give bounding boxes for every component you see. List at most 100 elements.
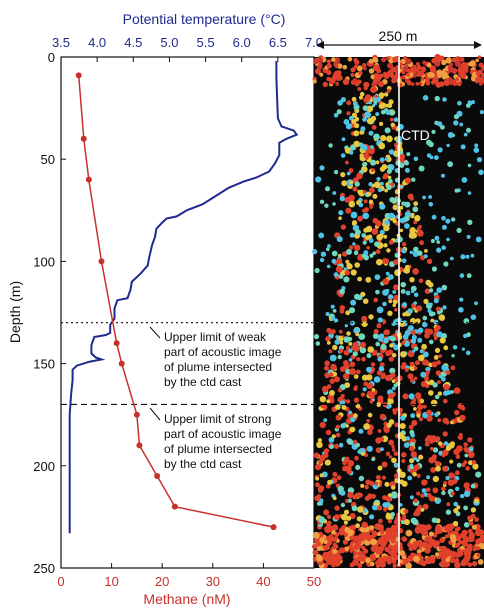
acoustic-echo-dot [424,536,430,542]
acoustic-echo-dot [420,381,427,388]
acoustic-echo-dot [453,120,459,126]
acoustic-echo-dot [351,119,357,125]
acoustic-echo-dot [454,543,460,548]
acoustic-echo-dot [389,533,397,541]
acoustic-echo-dot [376,402,381,407]
acoustic-echo-dot [451,57,457,63]
acoustic-echo-dot [353,140,361,148]
acoustic-echo-dot [390,122,395,128]
acoustic-echo-dot [419,398,425,404]
acoustic-echo-dot [401,242,407,247]
annotation-weak-bg [160,329,310,391]
acoustic-echo-dot [432,458,437,463]
acoustic-echo-dot [325,336,331,342]
acoustic-echo-dot [369,394,375,400]
acoustic-echo-dot [318,485,325,492]
top-tick-label: 5.5 [197,35,215,50]
acoustic-echo-dot [401,248,407,254]
acoustic-echo-dot [353,494,358,499]
acoustic-echo-dot [426,415,433,422]
acoustic-echo-dot [369,205,373,209]
acoustic-echo-dot [379,362,385,368]
acoustic-echo-dot [389,117,394,122]
acoustic-echo-dot [338,274,344,279]
acoustic-echo-dot [441,486,446,492]
acoustic-echo-dot [433,336,438,341]
acoustic-echo-dot [335,81,340,86]
acoustic-echo-dot [463,460,468,465]
acoustic-echo-dot [436,331,443,338]
acoustic-echo-dot [463,490,471,498]
acoustic-echo-dot [431,311,436,316]
acoustic-echo-dot [453,508,459,514]
acoustic-echo-dot [325,483,331,489]
acoustic-echo-dot [361,233,367,238]
acoustic-echo-dot [374,75,380,81]
acoustic-echo-dot [466,234,471,239]
acoustic-echo-dot [391,448,396,452]
methane-tick-label: 40 [256,574,270,589]
acoustic-echo-dot [326,63,332,69]
top-axis-ticks: 3.5 4.0 4.5 5.0 5.5 6.0 6.5 7.0 [52,35,323,62]
acoustic-echo-dot [431,129,436,134]
acoustic-echo-dot [391,457,397,464]
acoustic-echo-dot [363,423,370,430]
acoustic-echo-dot [314,495,321,502]
acoustic-echo-dot [431,437,437,443]
acoustic-echo-dot [475,77,481,83]
acoustic-echo-dot [407,475,413,481]
acoustic-echo-dot [466,273,472,279]
acoustic-echo-dot [416,62,420,66]
acoustic-echo-dot [449,534,456,541]
acoustic-echo-dot [416,305,423,312]
acoustic-echo-dot [403,340,410,347]
acoustic-echo-dot [368,68,375,74]
acoustic-echo-dot [387,519,392,524]
acoustic-echo-dot [349,245,354,250]
acoustic-echo-dot [400,184,404,189]
acoustic-echo-dot [330,363,337,371]
acoustic-echo-dot [460,254,466,260]
acoustic-echo-dot [381,57,387,63]
acoustic-echo-dot [463,547,470,555]
acoustic-echo-dot [379,203,386,210]
acoustic-echo-dot [399,150,404,155]
acoustic-echo-dot [368,314,374,320]
acoustic-echo-dot [340,172,346,178]
acoustic-echo-dot [410,413,416,419]
acoustic-echo-dot [370,538,377,546]
acoustic-echo-dot [368,182,373,187]
scale-bar-left-arrow [316,41,324,49]
acoustic-echo-dot [434,95,440,102]
acoustic-echo-dot [315,176,322,183]
acoustic-echo-dot [441,377,446,382]
acoustic-echo-dot [383,243,388,248]
methane-data-point [154,473,161,480]
acoustic-echo-dot [432,475,439,483]
acoustic-echo-dot [371,228,379,235]
acoustic-echo-dot [417,327,424,334]
acoustic-echo-dot [405,529,413,537]
acoustic-echo-dot [429,339,434,345]
acoustic-echo-dot [404,216,410,221]
acoustic-echo-dot [434,235,440,241]
acoustic-echo-dot [385,496,392,503]
scale-bar: 250 m [316,28,482,49]
acoustic-echo-dot [411,420,418,426]
acoustic-echo-dot [312,79,317,84]
acoustic-echo-dot [376,532,381,536]
acoustic-echo-dot [475,538,480,544]
acoustic-echo-dot [393,117,399,122]
annotation-strong-leader [149,407,161,421]
acoustic-echo-dot [365,235,370,241]
acoustic-echo-dot [399,423,406,430]
acoustic-echo-dot [410,400,416,407]
acoustic-echo-dot [451,217,456,222]
acoustic-echo-dot [352,543,360,551]
acoustic-echo-dot [404,264,410,270]
acoustic-echo-dot [367,191,372,197]
methane-tick-label: 30 [206,574,220,589]
acoustic-echo-dot [347,491,354,499]
methane-data-point [118,360,125,367]
acoustic-echo-dot [478,62,484,68]
